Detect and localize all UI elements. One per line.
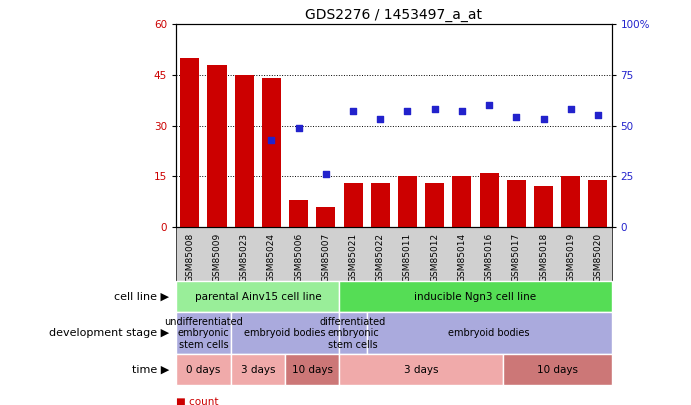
Text: time ▶: time ▶ [132,364,169,375]
Bar [371,183,390,227]
Point [348,108,359,115]
Title: GDS2276 / 1453497_a_at: GDS2276 / 1453497_a_at [305,8,482,22]
Text: 10 days: 10 days [292,364,333,375]
Point [592,112,603,119]
Bar [425,183,444,227]
Point [484,102,495,109]
Bar [534,186,553,227]
Bar [235,75,254,227]
Point [293,124,304,131]
Point [456,108,467,115]
Text: embryoid bodies: embryoid bodies [245,328,325,338]
Text: parental Ainv15 cell line: parental Ainv15 cell line [195,292,321,302]
Point [266,136,277,143]
Bar [180,58,199,227]
Text: 10 days: 10 days [537,364,578,375]
Bar [398,176,417,227]
Point [375,116,386,123]
Text: 3 days: 3 days [240,364,275,375]
Point [321,171,332,177]
Text: development stage ▶: development stage ▶ [49,328,169,338]
Bar [262,78,281,227]
Point [565,106,576,113]
Bar [589,179,607,227]
Bar [343,183,363,227]
Bar [561,176,580,227]
Bar [480,173,499,227]
Bar [289,200,308,227]
Point [511,114,522,121]
Bar [453,176,471,227]
Bar [507,179,526,227]
Text: cell line ▶: cell line ▶ [114,292,169,302]
Text: 0 days: 0 days [187,364,220,375]
Text: inducible Ngn3 cell line: inducible Ngn3 cell line [415,292,536,302]
Point [538,116,549,123]
Text: embryoid bodies: embryoid bodies [448,328,530,338]
Text: undifferentiated
embryonic
stem cells: undifferentiated embryonic stem cells [164,317,243,350]
Point [402,108,413,115]
Bar [207,65,227,227]
Bar [316,207,335,227]
Point [429,106,440,113]
Text: ■ count: ■ count [176,397,219,405]
Text: 3 days: 3 days [404,364,438,375]
Text: differentiated
embryonic
stem cells: differentiated embryonic stem cells [320,317,386,350]
